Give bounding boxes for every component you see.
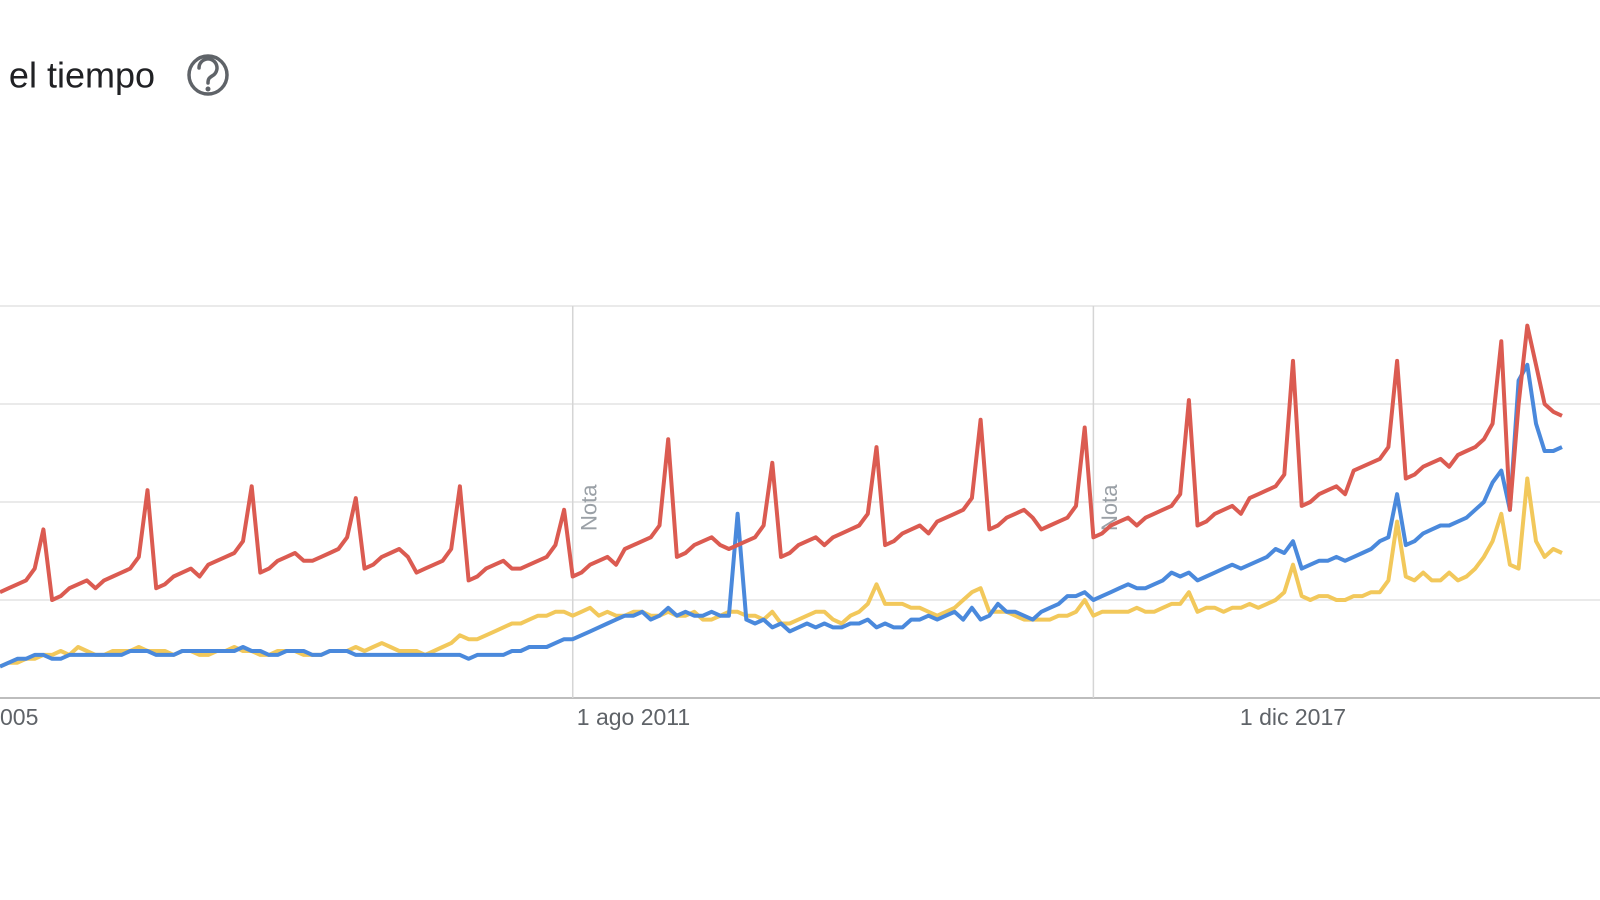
x-tick-label: 1 dic 2017 xyxy=(1240,704,1346,730)
x-tick-label: 005 xyxy=(0,704,38,730)
chart-title: el tiempo xyxy=(9,55,155,96)
annotation-label: Nota xyxy=(577,484,602,531)
series-line xyxy=(0,362,1563,669)
help-icon[interactable] xyxy=(187,54,229,96)
series-line xyxy=(0,323,1563,602)
x-tick-label: 1 ago 2011 xyxy=(577,704,690,730)
series-line xyxy=(0,476,1563,669)
